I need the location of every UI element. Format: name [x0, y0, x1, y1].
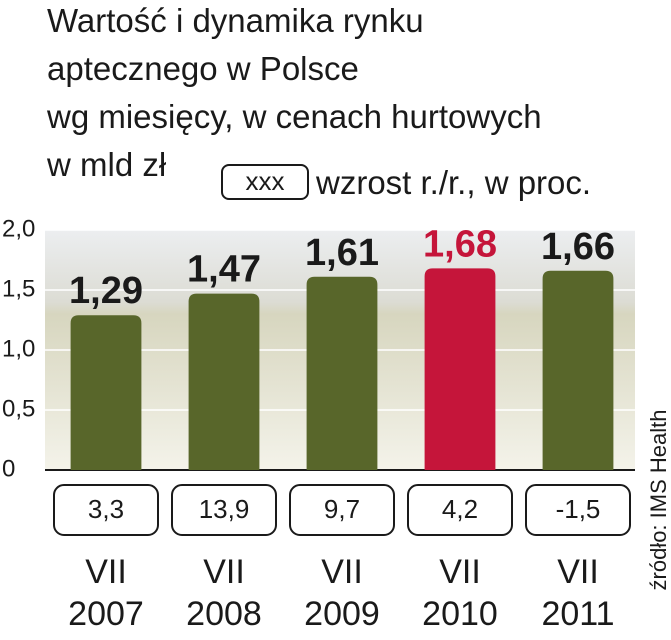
growth-label: 9,7: [324, 494, 360, 524]
growth-label: -1,5: [556, 494, 601, 524]
value-label: 1,66: [541, 226, 615, 268]
value-label: 1,61: [305, 232, 379, 274]
title-line: aptecznego w Polsce: [47, 50, 359, 87]
value-label: 1,68: [423, 223, 497, 265]
bar: [542, 270, 614, 470]
growth-box: [407, 484, 513, 536]
legend-box-label: xxx: [246, 166, 285, 196]
x-tick-month: VII: [85, 553, 127, 591]
growth-box: [289, 484, 395, 536]
y-tick-label: 2,0: [2, 215, 35, 242]
growth-label: 4,2: [442, 494, 478, 524]
x-tick-label: 2011: [541, 595, 614, 633]
bar: [424, 268, 496, 470]
x-tick-label: 2009: [304, 595, 380, 633]
legend-text: wzrost r./r., w proc.: [315, 164, 591, 201]
source: źródło: IMS Health: [646, 410, 671, 591]
x-tick-month: VII: [439, 553, 481, 591]
y-tick-label: 0,5: [2, 395, 35, 422]
growth-box: [53, 484, 159, 536]
title-line: wg miesięcy, w cenach hurtowych: [46, 98, 542, 135]
title-line: w mld zł: [46, 146, 167, 183]
bar: [306, 276, 378, 470]
growth-label: 13,9: [199, 494, 250, 524]
y-tick-label: 0: [2, 455, 15, 482]
title-line: Wartość i dynamika rynku: [47, 2, 424, 39]
x-tick-month: VII: [557, 553, 599, 591]
value-label: 1,47: [187, 249, 261, 291]
x-tick-month: VII: [203, 553, 245, 591]
bar: [70, 315, 142, 470]
x-tick-label: 2007: [68, 595, 144, 633]
legend-box: [221, 164, 309, 200]
value-label: 1,29: [69, 270, 143, 312]
x-tick-month: VII: [321, 553, 363, 591]
growth-box: [171, 484, 277, 536]
growth-box: [525, 484, 631, 536]
y-tick-label: 1,5: [2, 275, 35, 302]
x-tick-label: 2008: [186, 595, 262, 633]
growth-label: 3,3: [88, 494, 124, 524]
x-tick-label: 2010: [422, 595, 498, 633]
y-tick-label: 1,0: [2, 335, 35, 362]
bar: [188, 293, 260, 470]
